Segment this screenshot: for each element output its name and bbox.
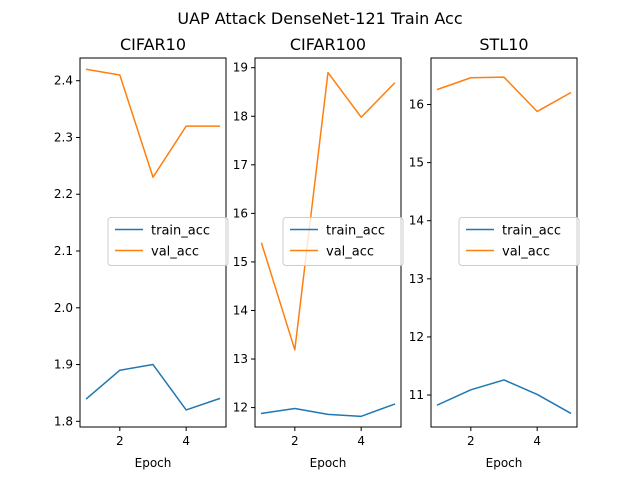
- panel-title: CIFAR100: [290, 35, 366, 54]
- x-tick-label: 2: [116, 434, 124, 448]
- y-tick-label: 13: [233, 352, 248, 366]
- legend: train_acc val_acc: [282, 217, 404, 266]
- chart-panel-0: CIFAR10 2 4 1.8 1.9 2.0 2.1 2.2 2.3 2.4 Epoch train…: [54, 35, 229, 470]
- legend-label: val_acc: [502, 245, 550, 260]
- legend: train_acc val_acc: [107, 217, 229, 266]
- y-tick-label: 2.0: [54, 301, 73, 315]
- x-tick-label: 4: [182, 434, 190, 448]
- y-tick-label: 17: [233, 158, 248, 172]
- y-tick-label: 14: [409, 214, 424, 228]
- x-tick-label: 4: [533, 434, 541, 448]
- legend-label: train_acc: [151, 224, 210, 239]
- y-tick-label: 15: [233, 255, 248, 269]
- series-line-train_acc: [85, 363, 221, 411]
- legend: train_acc val_acc: [458, 217, 580, 266]
- y-tick-label: 1.8: [54, 414, 73, 428]
- chart-panel-2: STL10 2 4 11 12 13 14 15 16 Epoch train_acc val_acc: [409, 35, 580, 470]
- y-tick-label: 11: [409, 388, 424, 402]
- series-line-train_acc: [260, 403, 396, 418]
- series-line-val_acc: [436, 76, 572, 113]
- y-tick-label: 1.9: [54, 358, 73, 372]
- x-tick-label: 2: [467, 434, 475, 448]
- y-tick-label: 12: [409, 330, 424, 344]
- legend-label: val_acc: [151, 245, 199, 260]
- figure-title: UAP Attack DenseNet-121 Train Acc: [177, 9, 462, 28]
- y-tick-label: 15: [409, 156, 424, 170]
- series-line-val_acc: [260, 71, 396, 351]
- y-tick-label: 16: [409, 97, 424, 111]
- x-axis-label: Epoch: [486, 456, 523, 470]
- y-tick-label: 16: [233, 206, 248, 220]
- x-tick-label: 2: [291, 434, 299, 448]
- chart-panel-1: CIFAR100 2 4 12 13 14 15 16 17 18 19 Epoch train_acc…: [233, 35, 404, 470]
- legend-label: val_acc: [326, 245, 374, 260]
- y-tick-label: 14: [233, 303, 248, 317]
- legend-label: train_acc: [326, 224, 385, 239]
- y-tick-label: 13: [409, 272, 424, 286]
- x-axis-label: Epoch: [310, 456, 347, 470]
- x-axis-label: Epoch: [135, 456, 172, 470]
- series-line-val_acc: [85, 68, 221, 178]
- y-tick-label: 19: [233, 61, 248, 75]
- y-tick-label: 18: [233, 109, 248, 123]
- y-tick-label: 2.3: [54, 130, 73, 144]
- series-line-train_acc: [436, 379, 572, 415]
- x-tick-label: 4: [357, 434, 365, 448]
- y-tick-label: 2.1: [54, 244, 73, 258]
- legend-label: train_acc: [502, 224, 561, 239]
- y-tick-label: 2.4: [54, 74, 73, 88]
- y-tick-label: 2.2: [54, 187, 73, 201]
- panel-title: CIFAR10: [120, 35, 186, 54]
- y-tick-label: 12: [233, 401, 248, 415]
- panel-title: STL10: [479, 35, 528, 54]
